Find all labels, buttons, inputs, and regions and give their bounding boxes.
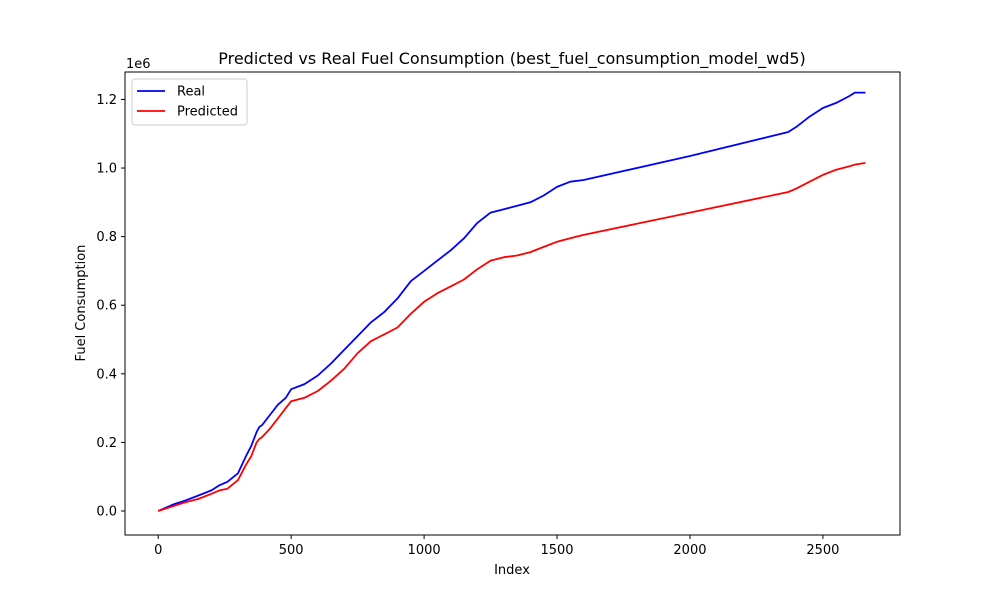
y-tick-label: 0.6	[96, 299, 117, 314]
legend-label-predicted: Predicted	[177, 105, 238, 120]
y-tick-label: 0.2	[96, 436, 117, 451]
y-tick-label: 0.0	[96, 504, 117, 519]
series-layer	[157, 91, 866, 512]
x-tick-label: 2000	[673, 543, 706, 558]
y-tick-label: 0.4	[96, 367, 117, 382]
y-axis-label: Fuel Consumption	[74, 245, 89, 362]
legend-label-real: Real	[177, 85, 205, 100]
x-axis-label: Index	[494, 563, 530, 578]
legend-entries: Real Predicted	[137, 85, 238, 120]
x-axis-ticks: 0 500 1000 1500 2000 2500	[154, 535, 839, 558]
y-offset-label: 1e6	[126, 57, 151, 72]
y-tick-label: 1.2	[96, 93, 117, 108]
x-tick-label: 1000	[408, 543, 441, 558]
x-tick-label: 0	[154, 543, 162, 558]
plot-frame	[124, 71, 901, 536]
chart-title: Predicted vs Real Fuel Consumption (best…	[218, 49, 806, 69]
x-tick-label: 500	[279, 543, 304, 558]
series-line-real	[157, 91, 866, 512]
series-line-predicted	[157, 162, 866, 512]
x-tick-label: 2500	[806, 543, 839, 558]
y-tick-label: 1.0	[96, 162, 117, 177]
y-axis-ticks: 0.0 0.2 0.4 0.6 0.8 1.0 1.2	[96, 93, 125, 519]
x-tick-label: 1500	[540, 543, 573, 558]
legend: Real Predicted	[131, 78, 248, 126]
y-tick-label: 0.8	[96, 230, 117, 245]
